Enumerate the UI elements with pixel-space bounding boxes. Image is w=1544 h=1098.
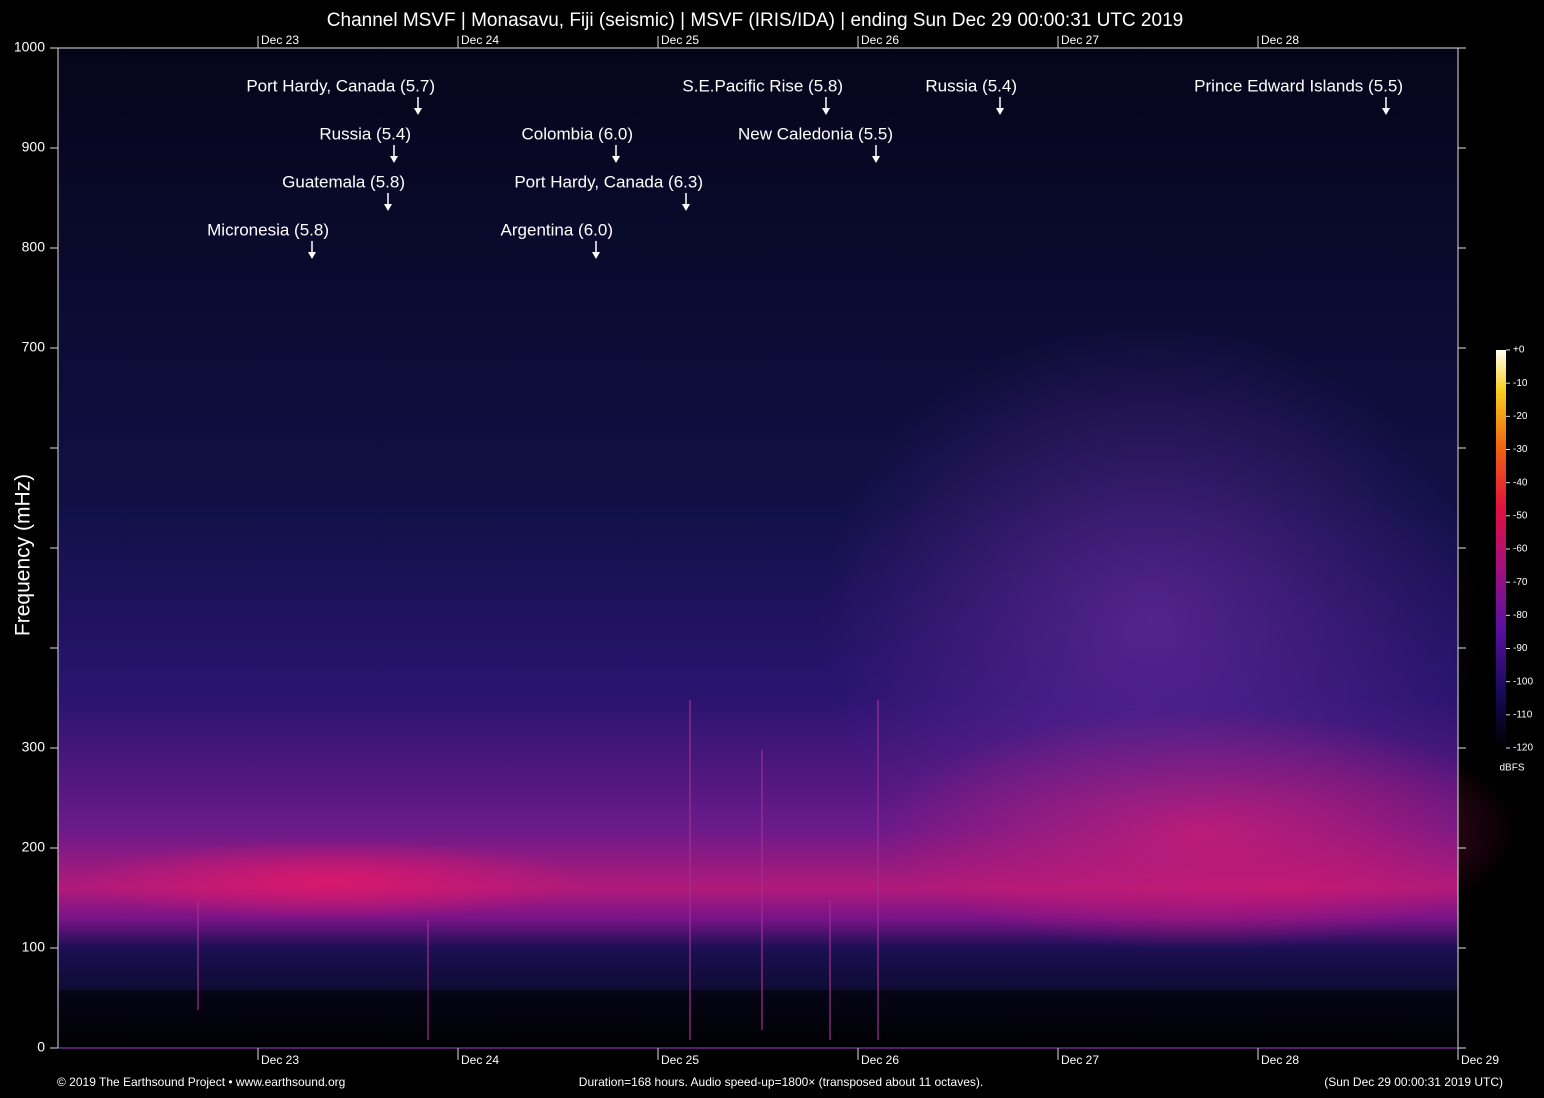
annotation-arrowhead: [682, 204, 690, 211]
footer-right: (Sun Dec 29 00:00:31 2019 UTC): [1324, 1075, 1503, 1089]
spectrogram: [58, 48, 1520, 1048]
colorbar-tick-label: -70: [1513, 577, 1528, 588]
x-tick-label: Dec 24: [461, 1053, 499, 1067]
annotation-arrowhead: [390, 156, 398, 163]
colorbar-tick-label: -100: [1513, 676, 1533, 687]
x-tick-label: Dec 27: [1061, 1053, 1099, 1067]
colorbar-tick-label: -80: [1513, 610, 1528, 621]
x-tick-label-top: Dec 28: [1261, 33, 1299, 47]
footer-center: Duration=168 hours. Audio speed-up=1800×…: [579, 1075, 983, 1089]
colorbar-tick-label: -40: [1513, 477, 1528, 488]
colorbar-tick-label: -50: [1513, 510, 1528, 521]
annotation: S.E.Pacific Rise (5.8): [682, 76, 843, 95]
annotation: Port Hardy, Canada (5.7): [246, 76, 435, 95]
x-tick-label: Dec 25: [661, 1053, 699, 1067]
annotation: Argentina (6.0): [501, 220, 613, 239]
y-tick-label: 200: [22, 839, 46, 855]
annotation: Colombia (6.0): [522, 124, 634, 143]
annotation: Russia (5.4): [319, 124, 411, 143]
x-tick-label: Dec 23: [261, 1053, 299, 1067]
x-tick-label-top: Dec 27: [1061, 33, 1099, 47]
y-tick-label: 0: [37, 1039, 45, 1055]
x-tick-label-top: Dec 25: [661, 33, 699, 47]
annotation: Russia (5.4): [925, 76, 1017, 95]
x-tick-label-top: Dec 26: [861, 33, 899, 47]
chart-title: Channel MSVF | Monasavu, Fiji (seismic) …: [327, 10, 1183, 31]
colorbar-tick-label: -10: [1513, 378, 1528, 389]
y-tick-label: 700: [22, 339, 46, 355]
annotation: Port Hardy, Canada (6.3): [514, 172, 703, 191]
annotation: Micronesia (5.8): [207, 220, 329, 239]
annotation-arrowhead: [996, 108, 1004, 115]
y-tick-label: 300: [22, 739, 46, 755]
colorbar-tick-label: -30: [1513, 444, 1528, 455]
colorbar-tick-label: -120: [1513, 743, 1533, 754]
x-tick-label-top: Dec 24: [461, 33, 499, 47]
x-tick-label: Dec 28: [1261, 1053, 1299, 1067]
annotation-arrowhead: [1382, 108, 1390, 115]
footer-left: © 2019 The Earthsound Project • www.eart…: [57, 1075, 345, 1089]
colorbar-tick-label: -60: [1513, 544, 1528, 555]
colorbar-label: dBFS: [1499, 763, 1524, 774]
y-axis-label: Frequency (mHz): [12, 474, 35, 636]
x-tick-label: Dec 26: [861, 1053, 899, 1067]
annotation-arrowhead: [414, 108, 422, 115]
colorbar-tick-label: -20: [1513, 411, 1528, 422]
colorbar-tick-label: -90: [1513, 643, 1528, 654]
annotation: New Caledonia (5.5): [738, 124, 893, 143]
colorbar-tick-label: +0: [1513, 345, 1525, 356]
annotation-arrowhead: [822, 108, 830, 115]
colorbar: [1496, 350, 1506, 748]
annotation-arrowhead: [592, 252, 600, 259]
annotation-arrowhead: [308, 252, 316, 259]
y-tick-label: 900: [22, 139, 46, 155]
y-tick-label: 800: [22, 239, 46, 255]
y-tick-label: 1000: [14, 39, 45, 55]
annotation-arrowhead: [612, 156, 620, 163]
annotation-arrowhead: [384, 204, 392, 211]
colorbar-tick-label: -110: [1513, 709, 1533, 720]
annotation-arrowhead: [872, 156, 880, 163]
y-tick-label: 100: [22, 939, 46, 955]
x-tick-label: Dec 29: [1461, 1053, 1499, 1067]
x-tick-label-top: Dec 23: [261, 33, 299, 47]
annotation: Prince Edward Islands (5.5): [1194, 76, 1403, 95]
annotation: Guatemala (5.8): [282, 172, 405, 191]
